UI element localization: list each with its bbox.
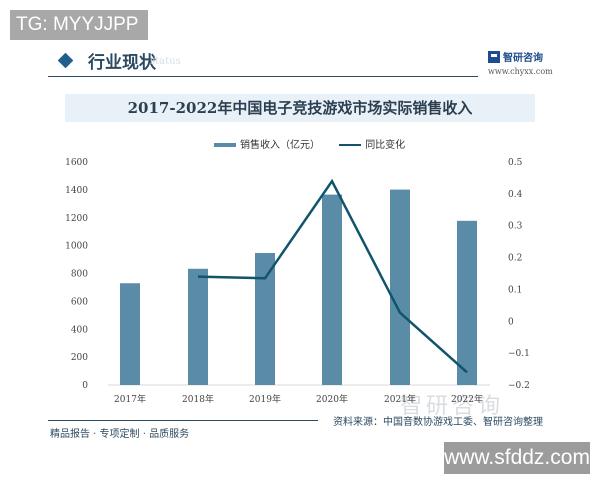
section-title: 行业现状: [88, 53, 156, 73]
left-tick-label: 400: [71, 325, 88, 335]
x-tick-label: 2020年: [316, 393, 348, 405]
left-tick-label: 600: [71, 297, 88, 307]
left-tick-label: 1400: [65, 186, 88, 196]
left-tick-label: 1000: [65, 242, 88, 252]
line-swatch-icon: [339, 144, 362, 146]
x-tick-label: 2022年: [451, 393, 483, 405]
left-tick-label: 0: [82, 381, 88, 391]
brand-logo-icon: [488, 50, 500, 63]
right-tick-label: −0.2: [508, 381, 530, 391]
right-tick-label: 0.1: [508, 285, 522, 295]
header-divider: [48, 76, 478, 77]
right-tick-label: 0.4: [508, 190, 523, 200]
legend-label-yoy: 同比变化: [365, 140, 406, 151]
footer-tagline: 精品报告 · 专项定制 · 品质服务: [50, 429, 190, 440]
chart-title-band: 2017-2022年中国电子竞技游戏市场实际销售收入: [65, 94, 535, 122]
brand-url: www.chyxx.com: [488, 67, 553, 76]
brand-block: 智研咨询 www.chyxx.com: [488, 46, 558, 76]
legend-item-revenue: 销售收入（亿元）: [214, 136, 320, 151]
bar: [255, 253, 275, 385]
watermark-overlay-site: www.sfddz.com: [444, 442, 590, 474]
right-tick-label: 0.3: [508, 222, 523, 232]
chart-title: 2017-2022年中国电子竞技游戏市场实际销售收入: [127, 99, 473, 117]
right-tick-label: 0.5: [508, 158, 523, 168]
x-tick-label: 2021年: [384, 393, 416, 405]
brand-name: 智研咨询: [503, 53, 543, 64]
watermark-overlay-tg: TG: MYYJJPP: [10, 10, 148, 40]
bar: [322, 194, 342, 385]
left-tick-label: 200: [71, 353, 88, 363]
section-subtitle: status: [150, 56, 181, 67]
x-tick-label: 2017年: [114, 393, 146, 405]
bar-series: [120, 189, 477, 385]
right-tick-label: 0: [508, 317, 514, 327]
bar: [188, 268, 208, 385]
section-header: 行业现状 status: [50, 45, 550, 81]
bar-swatch-icon: [214, 143, 236, 147]
x-axis-labels: 2017年 2018年 2019年 2020年 2021年 2022年: [114, 393, 483, 405]
right-tick-label: 0.2: [508, 254, 522, 264]
right-axis: 0.5 0.4 0.3 0.2 0.1 0 −0.1 −0.2: [508, 158, 530, 391]
legend-label-revenue: 销售收入（亿元）: [240, 140, 320, 151]
bar: [120, 283, 140, 385]
left-tick-label: 1600: [65, 158, 88, 168]
right-tick-label: −0.1: [508, 349, 530, 359]
footer-divider: [48, 420, 318, 421]
bar: [457, 220, 477, 385]
left-tick-label: 1200: [65, 214, 88, 224]
x-tick-label: 2018年: [182, 393, 214, 405]
bar: [390, 189, 410, 385]
x-tick-label: 2019年: [249, 393, 281, 405]
left-axis: 0 200 400 600 800 1000 1200 1400 1600: [65, 158, 88, 391]
watermark-brand: 智研咨询: [400, 394, 505, 419]
left-tick-label: 800: [71, 270, 88, 280]
chart-legend: 销售收入（亿元） 同比变化: [214, 136, 421, 151]
legend-item-yoy: 同比变化: [339, 136, 405, 151]
line-series: [197, 178, 468, 374]
source-note: 资料来源：中国音数协游戏工委、智研咨询整理: [333, 417, 543, 428]
